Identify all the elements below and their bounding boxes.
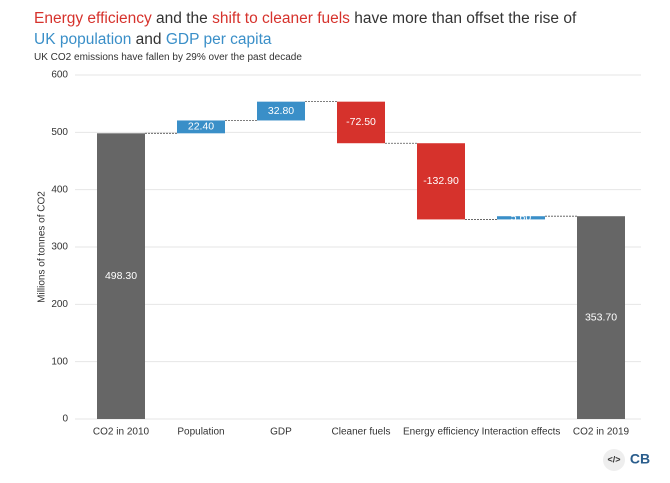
y-tick-label: 200 [51,299,68,310]
value-label: 5.60 [511,212,532,224]
bar [257,101,305,121]
x-tick-label: CO2 in 2010 [93,427,150,438]
y-axis-label: Millions of tonnes of CO2 [37,191,48,303]
bar [97,133,145,420]
value-label: -132.90 [423,175,459,187]
x-tick-label: Interaction effects [482,427,561,438]
y-tick-label: 600 [51,70,68,81]
y-tick-label: 500 [51,127,68,138]
x-tick-label: Energy efficiency [403,427,479,438]
title-segment: and [131,31,166,48]
title-segment: shift to cleaner fuels [212,10,350,27]
title-segment: Energy efficiency [34,10,152,27]
bar [497,216,545,220]
value-label: -72.50 [346,116,376,128]
bar [177,120,225,134]
chart-title: Energy efficiency and the shift to clean… [34,8,594,50]
x-tick-label: GDP [270,427,292,438]
title-segment: and the [151,10,213,27]
x-tick-label: CO2 in 2019 [573,427,630,438]
x-tick-label: Population [177,427,224,438]
chart-subtitle: UK CO2 emissions have fallen by 29% over… [34,52,302,63]
title-segment: UK population [34,31,132,48]
title-segment: GDP per capita [165,31,272,48]
x-tick-label: Cleaner fuels [332,427,391,438]
logo: CB [630,451,650,467]
title-segment: have more than offset the rise of [349,10,581,27]
y-tick-label: 400 [51,184,68,195]
bar [577,216,625,419]
y-tick-label: 100 [51,356,68,367]
embed-button[interactable] [603,449,625,471]
value-label: 22.40 [188,121,214,133]
embed-icon: </> [607,454,620,464]
y-tick-label: 0 [62,414,68,425]
y-tick-label: 300 [51,242,68,253]
value-label: 32.80 [268,105,294,117]
value-label: 353.70 [585,311,617,323]
bar [337,101,385,144]
value-label: 498.30 [105,270,137,282]
bar [417,143,465,220]
